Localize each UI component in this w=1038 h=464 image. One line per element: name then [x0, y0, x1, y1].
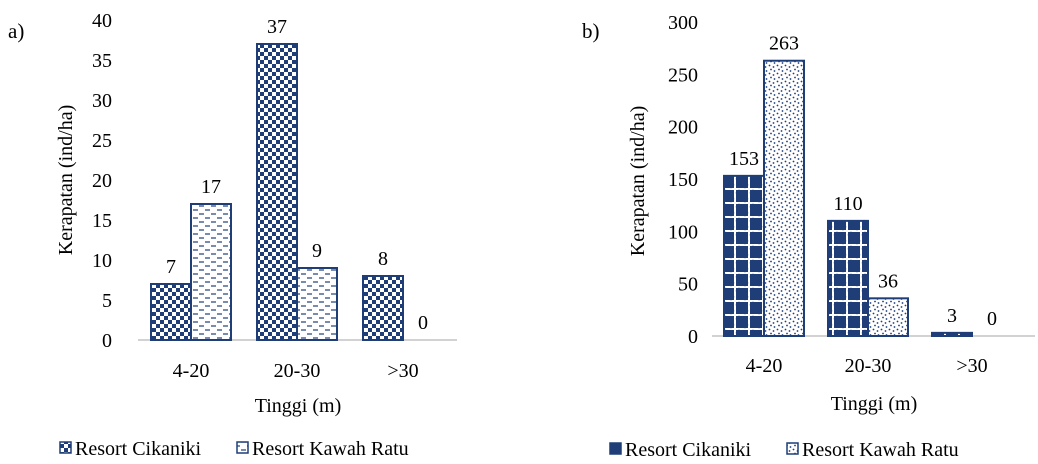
y-tick-label: 35 [92, 50, 112, 72]
x-axis-title: Tinggi (m) [255, 395, 342, 417]
data-label: 0 [418, 312, 428, 334]
data-label: 9 [312, 240, 322, 262]
data-label: 7 [166, 256, 176, 278]
bar-resort-kawah-ratu [296, 267, 338, 341]
y-tick-label: 5 [102, 290, 112, 312]
bar-resort-kawah-ratu [190, 203, 232, 341]
panel-b-label: b) [582, 19, 600, 43]
y-tick-label: 100 [668, 221, 698, 243]
bar-resort-kawah-ratu [763, 59, 805, 338]
y-tick-label: 10 [92, 250, 112, 272]
y-tick-label: 200 [668, 117, 698, 139]
y-tick-label: 15 [92, 210, 112, 232]
y-tick-label: 20 [92, 170, 112, 192]
chart-panel-a: 0 5 10 15 20 25 30 35 40 Kerapatan (ind/ha) Tinggi… [55, 10, 457, 460]
data-label: 8 [378, 248, 388, 270]
legend-swatch [59, 441, 72, 454]
y-tick-label: 0 [688, 326, 698, 348]
data-label: 36 [878, 270, 898, 292]
legend-label: Resort Kawah Ratu [252, 438, 409, 460]
panel-a-label: a) [8, 19, 24, 43]
data-label: 153 [729, 148, 759, 170]
y-tick-label: 25 [92, 130, 112, 152]
data-label: 110 [833, 193, 862, 215]
bar-resort-cikaniki [931, 331, 973, 337]
y-tick-label: 150 [668, 169, 698, 191]
data-label: 263 [769, 33, 799, 55]
chart-panel-b: 0 50 100 150 200 250 300 Kerapatan (ind/ha) Ting… [609, 12, 1035, 461]
legend: Resort Cikaniki Resort Kawah Ratu [609, 439, 959, 461]
legend-swatch [236, 441, 249, 454]
x-axis-title: Tinggi (m) [831, 393, 918, 415]
y-tick-label: 300 [668, 12, 698, 34]
y-tick-label: 50 [678, 274, 698, 296]
bar-resort-kawah-ratu [867, 297, 909, 338]
legend-label: Resort Cikaniki [75, 438, 202, 460]
y-tick-label: 30 [92, 90, 112, 112]
bar-resort-cikaniki [827, 219, 869, 337]
data-label: 3 [947, 305, 957, 327]
x-tick-label: >30 [956, 355, 987, 377]
bar-resort-cikaniki [150, 283, 192, 341]
legend-swatch [609, 442, 622, 455]
x-tick-label: 20-30 [845, 355, 892, 377]
y-axis-title: Kerapatan (ind/ha) [55, 105, 77, 255]
y-tick-label: 40 [92, 10, 112, 32]
bar-resort-cikaniki [723, 174, 765, 337]
x-tick-label: 4-20 [746, 355, 783, 377]
y-tick-label: 250 [668, 64, 698, 86]
legend-label: Resort Cikaniki [625, 439, 752, 461]
bar-resort-cikaniki [256, 43, 298, 341]
x-tick-label: 4-20 [173, 360, 210, 382]
legend: Resort Cikaniki Resort Kawah Ratu [59, 438, 409, 460]
bar-resort-cikaniki [362, 275, 404, 341]
data-label: 17 [201, 176, 221, 198]
x-tick-label: >30 [387, 360, 418, 382]
data-label: 37 [267, 16, 287, 38]
x-tick-label: 20-30 [274, 360, 321, 382]
data-label: 0 [987, 308, 997, 330]
y-axis-title: Kerapatan (ind/ha) [627, 106, 649, 256]
legend-swatch [786, 442, 799, 455]
y-tick-label: 0 [102, 330, 112, 352]
legend-label: Resort Kawah Ratu [802, 439, 959, 461]
